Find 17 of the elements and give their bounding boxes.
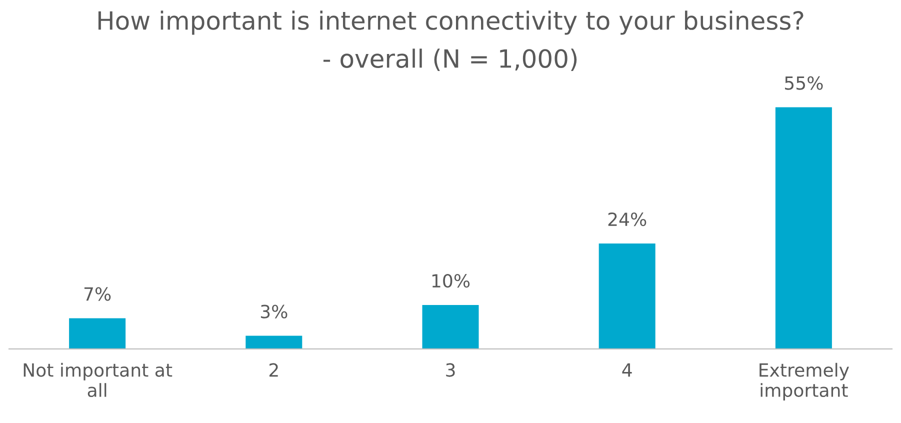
data-label: 24% (608, 212, 646, 226)
data-label: 3% (260, 304, 288, 318)
chart-title: How important is internet connectivity to your business? (98, 10, 804, 35)
bar (422, 305, 479, 349)
bar (246, 336, 302, 349)
data-label: 10% (432, 274, 470, 288)
bar (775, 107, 832, 349)
bar (69, 318, 126, 349)
data-label: 7% (84, 287, 111, 301)
x-tick-label: 4 (622, 363, 632, 377)
x-tick-label: Extremely important (760, 362, 849, 401)
x-tick-label: 3 (446, 363, 455, 377)
x-tick-label: Not important at all (24, 362, 172, 398)
bar (598, 244, 656, 349)
x-tick-label: 2 (269, 363, 278, 377)
chart-subtitle: - overall (N = 1,000) (323, 48, 577, 71)
data-label: 55% (785, 76, 823, 90)
